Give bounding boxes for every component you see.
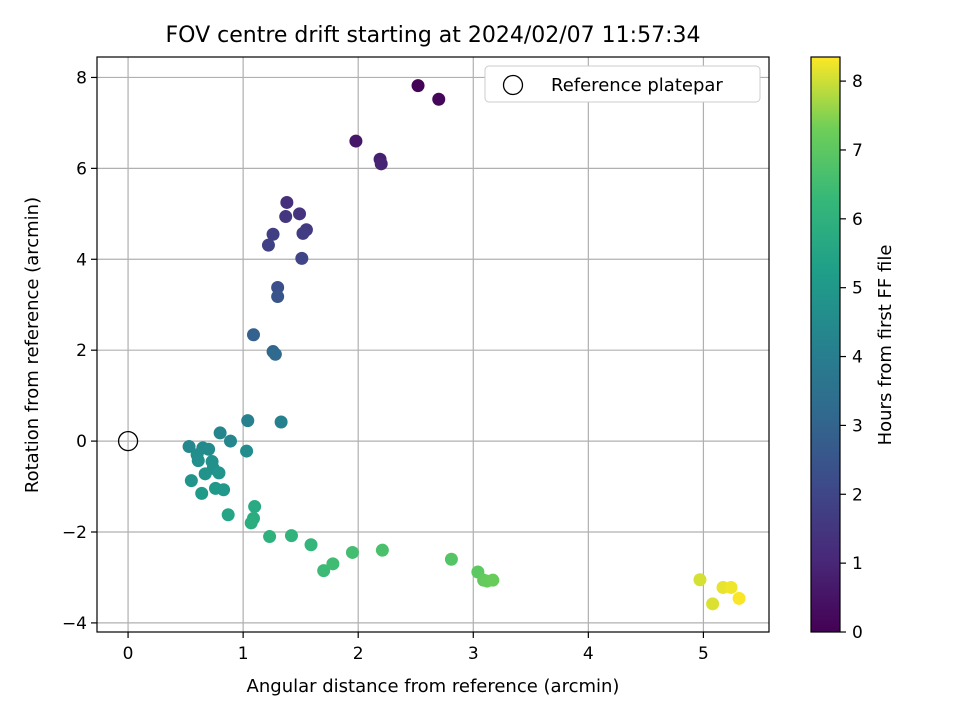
scatter-point <box>706 597 720 611</box>
x-axis-ticks: 0 1 2 3 4 5 <box>123 632 709 664</box>
scatter-point <box>241 414 255 428</box>
scatter-point <box>266 227 280 241</box>
colorbar-tick-label: 8 <box>852 72 863 92</box>
legend-entry-reference: Reference platepar <box>551 75 723 96</box>
scatter-point <box>246 328 260 342</box>
scatter-point <box>274 415 288 429</box>
scatter-point <box>271 290 285 304</box>
grid <box>97 57 769 632</box>
colorbar-tick-label: 0 <box>852 623 863 643</box>
scatter-point <box>271 280 285 294</box>
scatter-point <box>444 552 458 566</box>
scatter-point <box>221 508 235 522</box>
scatter-point <box>295 251 309 265</box>
scatter-point <box>280 195 294 209</box>
scatter-point <box>182 440 196 454</box>
y-tick-label: 0 <box>76 432 87 452</box>
legend-box <box>484 65 761 103</box>
scatter-point <box>693 573 707 587</box>
scatter-point <box>345 545 359 559</box>
scatter-points <box>182 79 746 611</box>
y-tick-label: 8 <box>76 68 87 88</box>
scatter-point <box>184 474 198 488</box>
scatter-point <box>244 516 258 530</box>
scatter-point <box>304 538 318 552</box>
scatter-point <box>279 210 293 224</box>
colorbar-tick-label: 1 <box>852 554 863 574</box>
scatter-point <box>240 444 254 458</box>
y-axis-label: Rotation from reference (arcmin) <box>22 197 43 493</box>
scatter-point <box>248 500 262 514</box>
y-tick-label: −4 <box>62 614 87 634</box>
scatter-point <box>486 573 500 587</box>
legend-reference-marker <box>502 74 524 96</box>
y-axis-ticks: −4 −2 0 2 4 6 8 <box>62 68 97 634</box>
scatter-point <box>326 557 340 571</box>
scatter-point <box>732 591 746 605</box>
scatter-point <box>198 467 212 481</box>
y-tick-label: 4 <box>76 250 87 270</box>
colorbar-tick-label: 3 <box>852 416 863 436</box>
colorbar-label: Hours from first FF file <box>875 245 896 446</box>
scatter-point <box>375 543 389 557</box>
y-tick-label: 6 <box>76 159 87 179</box>
x-tick-label: 0 <box>123 644 134 664</box>
reference-platepar-marker <box>117 430 139 452</box>
x-axis-label: Angular distance from reference (arcmin) <box>247 676 620 697</box>
scatter-point <box>349 134 363 148</box>
scatter-point <box>296 226 310 240</box>
colorbar-tick-label: 7 <box>852 141 863 161</box>
plot-frame <box>96 56 770 633</box>
x-tick-label: 4 <box>583 644 594 664</box>
y-tick-label: −2 <box>62 523 87 543</box>
colorbar-tick-label: 5 <box>852 279 863 299</box>
legend: Reference platepar <box>484 65 761 103</box>
scatter-point <box>191 454 205 468</box>
x-tick-label: 1 <box>238 644 249 664</box>
colorbar-tick-label: 4 <box>852 348 863 368</box>
scatter-point <box>411 79 425 93</box>
scatter-point <box>263 530 277 544</box>
scatter-point <box>223 434 237 448</box>
y-tick-label: 2 <box>76 341 87 361</box>
colorbar-gradient <box>810 56 841 633</box>
scatter-point <box>213 426 227 440</box>
scatter-point <box>432 92 446 106</box>
x-tick-label: 3 <box>468 644 479 664</box>
scatter-point <box>261 238 275 252</box>
scatter-point <box>202 442 216 456</box>
scatter-point <box>217 483 231 497</box>
scatter-point <box>268 347 282 361</box>
colorbar: 0 1 2 3 4 5 6 7 8 Hours from first FF file <box>810 56 896 643</box>
x-tick-label: 5 <box>698 644 709 664</box>
reference-marker-layer <box>117 430 139 452</box>
colorbar-tick-label: 2 <box>852 485 863 505</box>
chart-title: FOV centre drift starting at 2024/02/07 … <box>166 23 701 48</box>
scatter-point <box>724 580 738 594</box>
colorbar-tick-label: 6 <box>852 210 863 230</box>
scatter-point <box>374 157 388 171</box>
scatter-point <box>317 564 331 578</box>
scatter-point <box>195 486 209 500</box>
colorbar-ticks: 0 1 2 3 4 5 6 7 8 <box>840 72 863 643</box>
scatter-point <box>284 529 298 543</box>
scatter-point <box>293 207 307 221</box>
x-tick-label: 2 <box>353 644 364 664</box>
scatter-point <box>212 466 226 480</box>
